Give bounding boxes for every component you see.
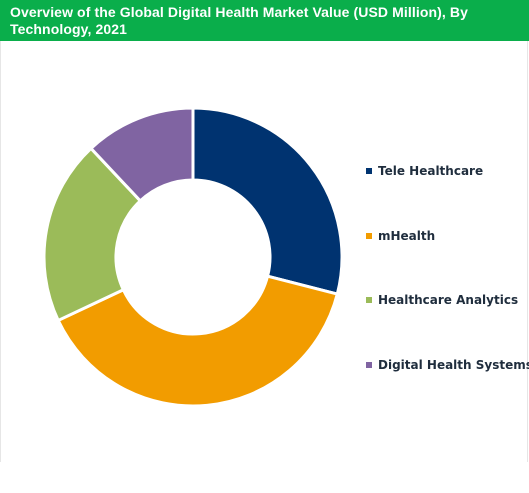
legend-label-mhealth: mHealth bbox=[378, 229, 436, 243]
legend-item-tele-healthcare: Tele Healthcare bbox=[366, 163, 483, 179]
donut-slice-tele-healthcare bbox=[191, 106, 344, 296]
chart-title: Overview of the Global Digital Health Ma… bbox=[10, 4, 468, 37]
chart-legend: Tele Healthcare mHealth Healthcare Analy… bbox=[366, 0, 529, 493]
chart-frame bbox=[0, 0, 528, 462]
legend-item-mhealth: mHealth bbox=[366, 228, 435, 244]
legend-swatch-digital-health-systems bbox=[366, 362, 372, 368]
legend-label-digital-health-systems: Digital Health Systems bbox=[378, 358, 529, 372]
donut-slice-mhealth bbox=[56, 274, 340, 408]
legend-label-healthcare-analytics: Healthcare Analytics bbox=[378, 293, 519, 307]
legend-swatch-healthcare-analytics bbox=[366, 297, 372, 303]
legend-label-tele-healthcare: Tele Healthcare bbox=[378, 164, 484, 178]
legend-swatch-tele-healthcare bbox=[366, 168, 372, 174]
title-bar: Overview of the Global Digital Health Ma… bbox=[0, 0, 529, 41]
donut-slice-digital-health-systems bbox=[88, 106, 195, 203]
legend-swatch-mhealth bbox=[366, 233, 372, 239]
legend-item-digital-health-systems: Digital Health Systems bbox=[366, 357, 529, 373]
donut-slice-healthcare-analytics bbox=[42, 146, 143, 323]
legend-item-healthcare-analytics: Healthcare Analytics bbox=[366, 292, 518, 308]
